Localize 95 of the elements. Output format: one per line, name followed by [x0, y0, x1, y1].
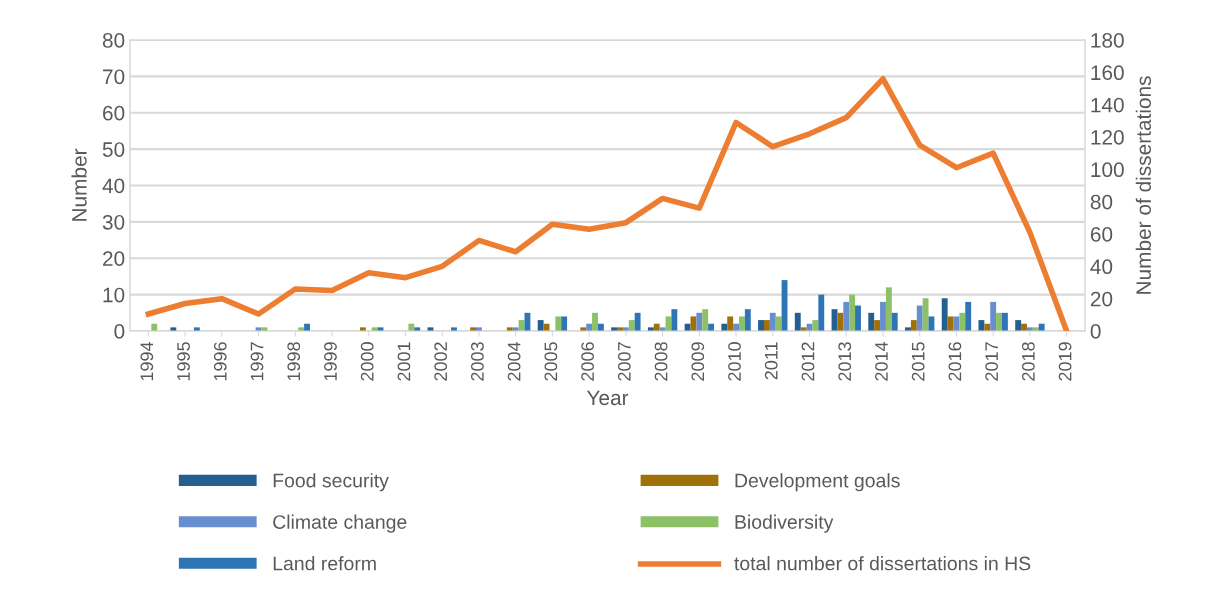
- bar: [744, 309, 751, 331]
- x-tick-label: 2003: [471, 342, 484, 381]
- x-tick-label: 2006: [581, 342, 594, 381]
- bar: [763, 320, 770, 331]
- y-tick-label: 80: [102, 33, 125, 48]
- bar: [1001, 312, 1008, 331]
- bar: [941, 298, 948, 331]
- x-tick-label: 2018: [1021, 342, 1035, 381]
- bar: [592, 312, 598, 331]
- bar: [696, 312, 703, 331]
- bar: [874, 320, 881, 331]
- y-tick-label: 0: [114, 324, 125, 339]
- y2-tick-label: 80: [1090, 194, 1113, 210]
- bar: [996, 312, 1002, 331]
- x-tick-label: 2010: [728, 342, 741, 381]
- x-tick-label: 1999: [324, 342, 337, 381]
- legend-label: Biodiversity: [735, 514, 834, 533]
- y-axis-title: Number: [71, 148, 87, 221]
- y2-tick-label: 60: [1090, 227, 1113, 242]
- y2-axis-title: Number of dissertations: [1135, 76, 1152, 294]
- x-tick-label: 2019: [1058, 342, 1072, 381]
- y-tick-label: 40: [102, 178, 125, 194]
- bar: [837, 312, 844, 331]
- bar: [634, 312, 641, 331]
- y2-tick-label: 160: [1091, 65, 1124, 81]
- bar: [524, 312, 531, 331]
- bar: [775, 316, 782, 331]
- bar: [880, 301, 886, 331]
- bar: [910, 320, 917, 331]
- legend-label: Food security: [273, 473, 389, 492]
- bar: [561, 316, 568, 331]
- bar: [818, 294, 825, 331]
- x-tick-label: 2016: [948, 342, 962, 381]
- y-tick-label: 10: [103, 287, 125, 303]
- bar: [794, 312, 801, 331]
- x-tick-label: 2011: [764, 342, 778, 380]
- bar: [916, 305, 923, 331]
- y2-tick-label: 120: [1091, 130, 1124, 145]
- x-tick-label: 2004: [507, 341, 521, 381]
- y-tick-label: 60: [103, 105, 125, 121]
- bar: [702, 309, 709, 331]
- y2-tick-label: 140: [1091, 97, 1124, 113]
- x-tick-label: 2008: [654, 342, 668, 381]
- bar: [671, 309, 678, 331]
- bar: [843, 301, 850, 331]
- bar: [885, 287, 892, 331]
- bar: [990, 301, 997, 331]
- bar: [959, 312, 966, 331]
- x-axis-title: Year: [586, 390, 629, 406]
- y-tick-label: 30: [102, 214, 125, 230]
- bar: [739, 316, 745, 331]
- x-tick-label: 2009: [691, 342, 705, 381]
- x-tick-label: 2015: [911, 342, 925, 381]
- x-tick-label: 1996: [213, 342, 227, 381]
- y2-tick-label: 180: [1091, 33, 1124, 48]
- bar: [537, 320, 544, 331]
- y-tick-label: 50: [102, 142, 125, 157]
- legend-label: Development goals: [735, 473, 900, 492]
- x-tick-label: 1997: [250, 342, 264, 381]
- bar: [758, 320, 764, 331]
- bar: [855, 305, 861, 331]
- x-tick-label: 2013: [838, 342, 852, 381]
- x-tick-label: 2005: [544, 342, 558, 381]
- y-tick-label: 20: [103, 251, 125, 266]
- bar: [769, 312, 776, 331]
- bar: [812, 320, 819, 331]
- x-tick-label: 2002: [434, 342, 448, 381]
- bar: [947, 316, 954, 331]
- bar: [555, 316, 562, 331]
- y2-tick-label: 100: [1091, 162, 1124, 178]
- bar: [978, 320, 985, 331]
- x-tick-label: 1998: [287, 342, 301, 381]
- bar: [891, 312, 898, 331]
- x-tick-label: 2014: [875, 341, 888, 381]
- x-tick-label: 2001: [397, 342, 411, 381]
- x-tick-label: 2000: [360, 342, 374, 381]
- bar: [868, 312, 875, 331]
- legend-label: Land reform: [273, 556, 376, 571]
- y2-tick-label: 20: [1090, 291, 1113, 307]
- x-tick-label: 2017: [985, 342, 999, 381]
- bar: [922, 298, 929, 331]
- legend-label: total number of dissertations in HS: [734, 556, 1031, 571]
- bar: [1015, 320, 1022, 331]
- bar: [727, 316, 734, 331]
- y-tick-label: 70: [103, 69, 125, 85]
- bar: [628, 320, 635, 331]
- bar: [965, 301, 972, 331]
- x-tick-label: 2012: [801, 342, 815, 381]
- x-tick-label: 2007: [617, 342, 631, 381]
- legend-label: Climate change: [273, 514, 407, 533]
- x-tick-label: 1995: [177, 342, 190, 381]
- y2-tick-label: 0: [1090, 324, 1101, 339]
- x-tick-label: 1994: [140, 341, 154, 381]
- bar: [849, 294, 856, 331]
- y2-tick-label: 40: [1090, 259, 1113, 275]
